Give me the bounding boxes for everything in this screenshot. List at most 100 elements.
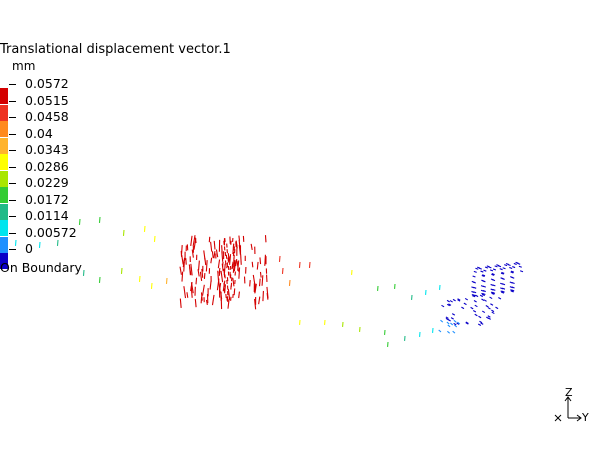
legend-tick <box>9 100 16 102</box>
legend-swatch <box>0 88 8 104</box>
displacement-vector <box>504 264 508 267</box>
displacement-vector <box>256 261 259 270</box>
displacement-vector <box>478 267 482 270</box>
legend-tick <box>9 133 16 135</box>
displacement-vector <box>457 299 461 302</box>
displacement-vector <box>264 254 266 266</box>
displacement-vector <box>473 270 477 273</box>
legend-tick <box>9 232 16 234</box>
displacement-vector <box>211 251 214 259</box>
legend-swatch <box>0 187 8 203</box>
displacement-vector <box>445 317 449 321</box>
displacement-vector <box>500 282 504 285</box>
displacement-vector <box>250 243 253 251</box>
legend-title: Translational displacement vector.1 <box>0 42 231 57</box>
displacement-vector <box>471 290 475 293</box>
displacement-vector <box>457 298 461 301</box>
displacement-vector <box>82 269 85 277</box>
displacement-vector <box>213 240 216 250</box>
displacement-vector <box>238 244 241 255</box>
displacement-vector <box>501 271 505 274</box>
displacement-vector <box>231 263 234 270</box>
displacement-vector <box>194 237 197 244</box>
displacement-vector <box>447 324 451 328</box>
displacement-vector <box>259 271 262 278</box>
displacement-vector <box>191 249 194 258</box>
displacement-vector <box>488 266 492 269</box>
displacement-vector <box>199 271 203 282</box>
displacement-vector <box>480 322 484 325</box>
displacement-vector <box>480 285 485 288</box>
displacement-vector <box>480 289 485 292</box>
displacement-vector <box>472 275 476 278</box>
axis-triad[interactable]: Z Y <box>544 388 594 428</box>
displacement-vector <box>454 324 458 328</box>
displacement-vector <box>233 262 236 272</box>
displacement-vector <box>500 272 504 275</box>
displacement-vector <box>474 304 478 308</box>
displacement-vector <box>495 306 499 310</box>
legend-swatch <box>0 236 8 253</box>
displacement-vector <box>518 265 522 268</box>
legend-value-label: 0 <box>25 241 33 256</box>
displacement-vector <box>227 299 230 309</box>
displacement-vector <box>512 266 516 269</box>
displacement-vector <box>56 239 59 247</box>
displacement-vector <box>209 280 212 290</box>
displacement-vector <box>153 235 156 243</box>
legend-tick <box>9 199 16 201</box>
displacement-vector <box>78 218 81 226</box>
legend-value-label: 0.0229 <box>25 175 69 190</box>
displacement-vector <box>229 254 232 265</box>
legend-boundary-label: On Boundary <box>0 260 82 275</box>
displacement-vector <box>452 298 456 302</box>
displacement-vector <box>150 282 153 290</box>
displacement-vector <box>489 296 493 300</box>
displacement-vector <box>491 273 495 276</box>
displacement-vector <box>489 269 494 272</box>
legend-unit: mm <box>12 59 36 73</box>
displacement-vector <box>258 278 261 287</box>
legend-tick <box>9 183 16 184</box>
displacement-vector <box>441 304 445 308</box>
legend-swatch <box>0 104 8 121</box>
displacement-vector <box>481 293 486 297</box>
displacement-vector <box>249 280 251 287</box>
displacement-vector <box>445 316 449 319</box>
displacement-vector <box>500 290 504 293</box>
legend-value-label: 0.00572 <box>25 224 77 240</box>
legend-swatch <box>0 253 8 269</box>
displacement-vector <box>238 267 241 279</box>
displacement-vector <box>471 286 475 289</box>
displacement-vector <box>14 239 17 247</box>
displacement-vector <box>490 291 495 294</box>
displacement-vector <box>251 261 254 268</box>
y-axis-label: Y <box>581 411 589 424</box>
displacement-vector <box>211 294 215 306</box>
displacement-vector <box>122 229 125 237</box>
displacement-vector <box>278 255 281 263</box>
displacement-vector <box>266 293 269 300</box>
displacement-vector <box>217 259 221 269</box>
displacement-vector <box>501 291 505 294</box>
displacement-vector <box>220 270 224 283</box>
displacement-vector <box>481 310 486 314</box>
displacement-vector <box>471 294 475 297</box>
displacement-vector <box>438 329 442 333</box>
displacement-vector <box>510 271 514 274</box>
displacement-vector <box>479 294 484 298</box>
displacement-vector <box>238 291 240 299</box>
legend-swatch <box>0 137 8 154</box>
displacement-vector <box>195 277 198 285</box>
displacement-vector <box>485 305 489 308</box>
displacement-vector <box>497 265 502 268</box>
legend-value-label: 0.0172 <box>25 191 69 207</box>
displacement-vector <box>517 262 521 265</box>
displacement-vector <box>500 277 504 280</box>
displacement-vector <box>490 278 495 281</box>
displacement-vector <box>200 292 203 301</box>
displacement-vector <box>447 330 451 334</box>
displacement-vector <box>218 270 221 276</box>
displacement-vector <box>479 320 483 324</box>
